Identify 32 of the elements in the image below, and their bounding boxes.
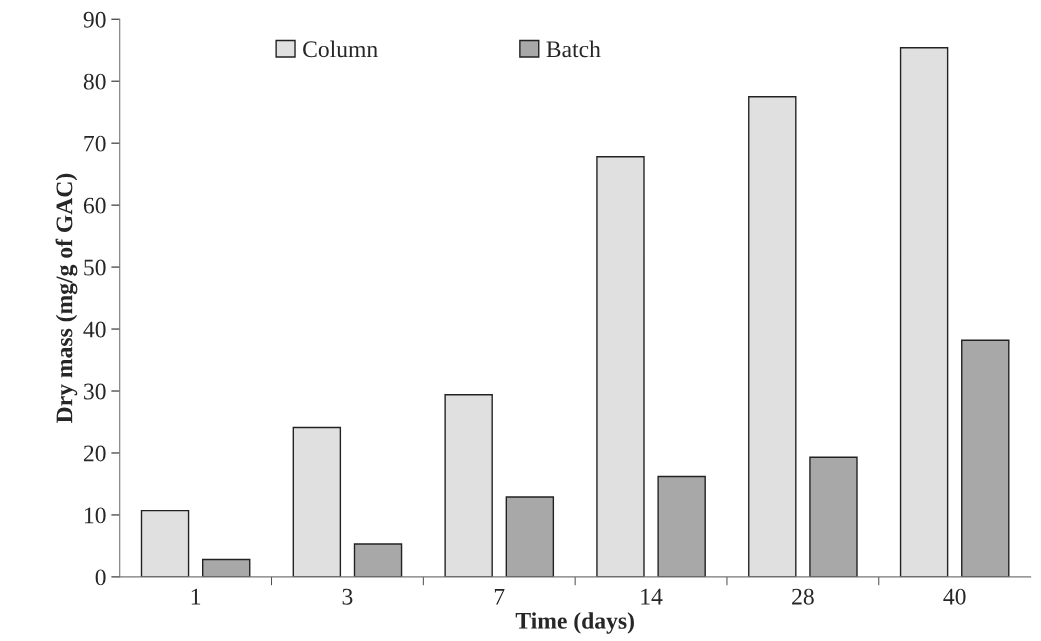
x-tick-label: 7 xyxy=(494,588,505,605)
y-tick-label: 40 xyxy=(83,321,106,338)
x-tick-label: 28 xyxy=(792,588,814,605)
legend-label: Batch xyxy=(546,40,601,58)
bar xyxy=(201,558,251,577)
bar xyxy=(657,475,706,577)
y-axis-title: Dry mass (mg/g of GAC) xyxy=(55,173,78,423)
bar xyxy=(809,456,858,577)
x-axis-title: Time (days) xyxy=(515,612,634,634)
bar xyxy=(140,509,190,577)
bar xyxy=(899,47,949,577)
y-tick-label: 50 xyxy=(84,259,106,276)
bar xyxy=(596,156,645,577)
y-tick-label: 0 xyxy=(95,569,106,586)
bar xyxy=(444,394,493,577)
x-tick-label: 1 xyxy=(191,588,201,605)
x-tick-label: 3 xyxy=(342,588,353,605)
y-tick-label: 60 xyxy=(83,197,106,214)
y-tick-label: 90 xyxy=(83,11,106,28)
x-tick-label: 40 xyxy=(943,588,966,605)
legend-label: Column xyxy=(303,40,378,58)
y-tick-label: 70 xyxy=(84,135,106,152)
bar xyxy=(353,543,403,577)
y-tick-label: 30 xyxy=(84,383,106,400)
y-tick-label: 10 xyxy=(84,507,106,524)
bar xyxy=(961,339,1010,577)
x-tick-label: 14 xyxy=(641,588,663,605)
bar xyxy=(505,496,555,577)
y-tick-label: 20 xyxy=(83,445,106,462)
y-tick-label: 80 xyxy=(83,73,106,90)
bar xyxy=(748,95,797,577)
bar xyxy=(292,426,342,577)
